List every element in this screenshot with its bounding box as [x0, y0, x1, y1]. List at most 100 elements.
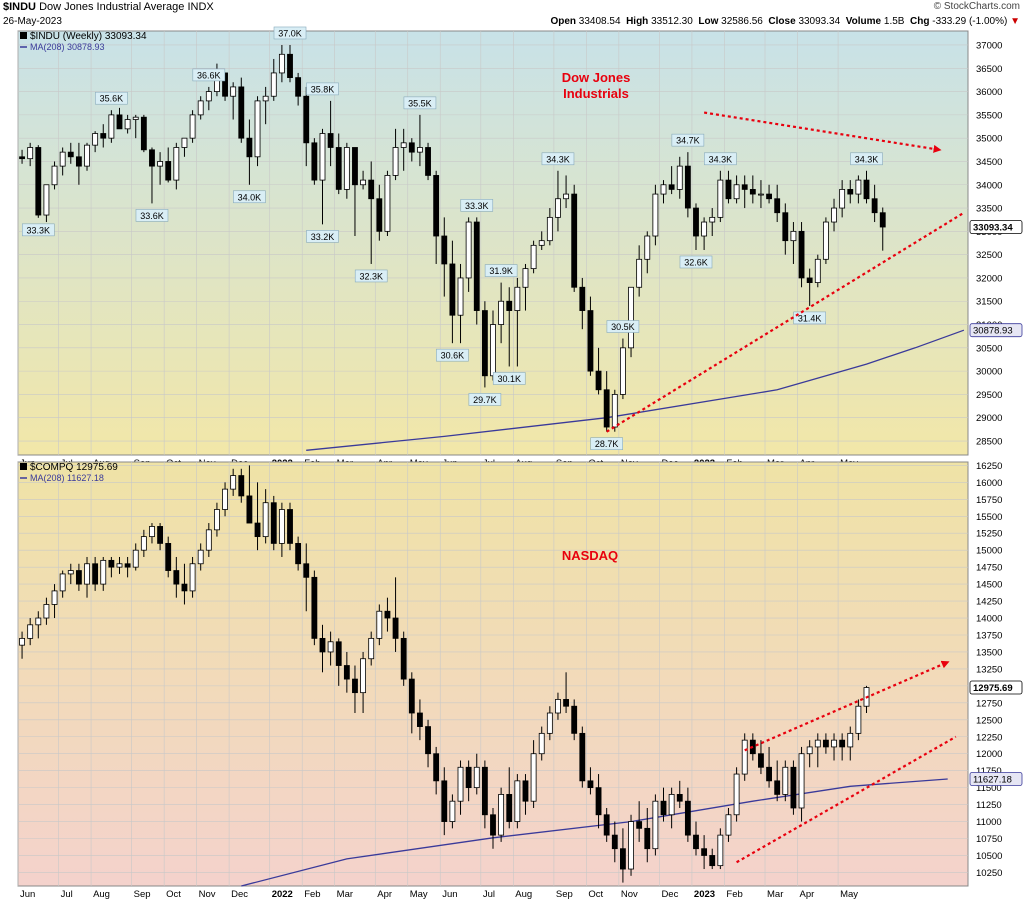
- candle: [619, 828, 626, 883]
- candle: [262, 86, 269, 125]
- candle: [311, 138, 318, 185]
- candle-body: [619, 347, 626, 395]
- candle: [603, 371, 610, 432]
- candle: [27, 142, 34, 167]
- callout-box: [460, 199, 494, 212]
- peak-callout: 35.8K: [306, 82, 339, 96]
- candle-body: [847, 732, 854, 748]
- y-tick-label: 34000: [976, 180, 1002, 191]
- candle: [644, 807, 651, 863]
- candle: [717, 828, 724, 870]
- legend-entry: MA(208) 11627.18: [30, 473, 104, 483]
- candle: [181, 137, 188, 157]
- peak-callout: 36.6K: [192, 68, 226, 82]
- candle-body: [490, 814, 496, 836]
- candle-body: [408, 142, 415, 153]
- callout-box: [541, 152, 575, 166]
- candle-body: [335, 641, 342, 666]
- callout-box: [403, 96, 437, 110]
- callout-label: 30.5K: [611, 322, 635, 332]
- candle: [831, 198, 837, 232]
- callout-box: [850, 152, 883, 166]
- candle-body: [222, 488, 228, 510]
- candle-body: [173, 147, 180, 181]
- candle: [67, 142, 74, 164]
- candle-body: [587, 780, 594, 789]
- trendline: [703, 111, 942, 153]
- candle-body: [303, 563, 310, 578]
- candle-body: [392, 617, 399, 639]
- ma-value-tag: 30878.93: [969, 323, 1023, 338]
- candle-body: [668, 794, 675, 816]
- candle: [684, 152, 691, 218]
- candle: [75, 142, 82, 185]
- candle: [449, 240, 456, 344]
- candle-body: [538, 240, 545, 246]
- candle: [831, 733, 837, 761]
- peak-callout: 31.4K: [793, 311, 826, 325]
- candle-body: [352, 147, 358, 186]
- candle-body: [35, 147, 42, 216]
- candle-body: [546, 712, 553, 734]
- candle: [230, 468, 237, 496]
- candle-body: [766, 193, 772, 200]
- peak-callout: 34.7K: [671, 133, 705, 147]
- candle: [628, 814, 634, 876]
- candle-body: [595, 370, 602, 391]
- candle: [254, 96, 261, 167]
- candle-body: [457, 277, 464, 316]
- y-tick-label: 16250: [976, 461, 1002, 472]
- candle-body: [506, 300, 513, 311]
- callout-label: 33.6K: [140, 211, 164, 221]
- candle-body: [693, 207, 699, 237]
- candle: [441, 767, 448, 836]
- candle: [749, 175, 756, 204]
- candle-body: [197, 549, 204, 565]
- ma-tag-box: [969, 323, 1023, 338]
- candle-body: [546, 216, 553, 242]
- candle-body: [205, 529, 212, 551]
- x-tick-label: Oct: [166, 889, 181, 900]
- candle: [400, 631, 407, 686]
- candle: [246, 465, 253, 524]
- candle: [214, 502, 220, 537]
- candle: [157, 152, 164, 185]
- candle: [108, 110, 115, 143]
- candle: [43, 184, 50, 223]
- candle-body: [709, 216, 716, 223]
- candle: [19, 149, 25, 164]
- candle-body: [43, 184, 50, 216]
- value-tag-box: [969, 680, 1023, 695]
- candle: [343, 142, 350, 199]
- candle-body: [352, 678, 358, 694]
- candle: [100, 124, 107, 148]
- candle-body: [717, 834, 724, 867]
- candle: [408, 672, 415, 734]
- candle: [124, 114, 131, 134]
- brand-watermark: © StockCharts.com: [933, 1, 1020, 12]
- y-tick-label: 32000: [976, 273, 1002, 284]
- candle: [660, 180, 667, 204]
- candle: [822, 733, 829, 754]
- candle: [538, 726, 545, 761]
- candle-body: [384, 610, 391, 619]
- candle-body: [189, 563, 196, 592]
- callout-label: 35.8K: [311, 84, 335, 94]
- x-tick-label: Sep: [134, 889, 151, 900]
- y-tick-label: 33500: [976, 204, 1002, 215]
- ma-tag-box: [969, 772, 1023, 786]
- candle-body: [368, 179, 375, 200]
- candle: [43, 597, 50, 625]
- candle-body: [628, 286, 634, 349]
- callout-box: [354, 269, 388, 283]
- y-tick-label: 15500: [976, 512, 1002, 523]
- low-label: Low: [698, 16, 719, 27]
- candle: [514, 774, 521, 829]
- candle: [725, 170, 732, 204]
- callout-label: 36.6K: [197, 70, 221, 80]
- candle: [676, 156, 683, 199]
- candle: [587, 296, 594, 376]
- candle: [189, 110, 196, 143]
- value-tag-label: 12975.69: [973, 683, 1013, 694]
